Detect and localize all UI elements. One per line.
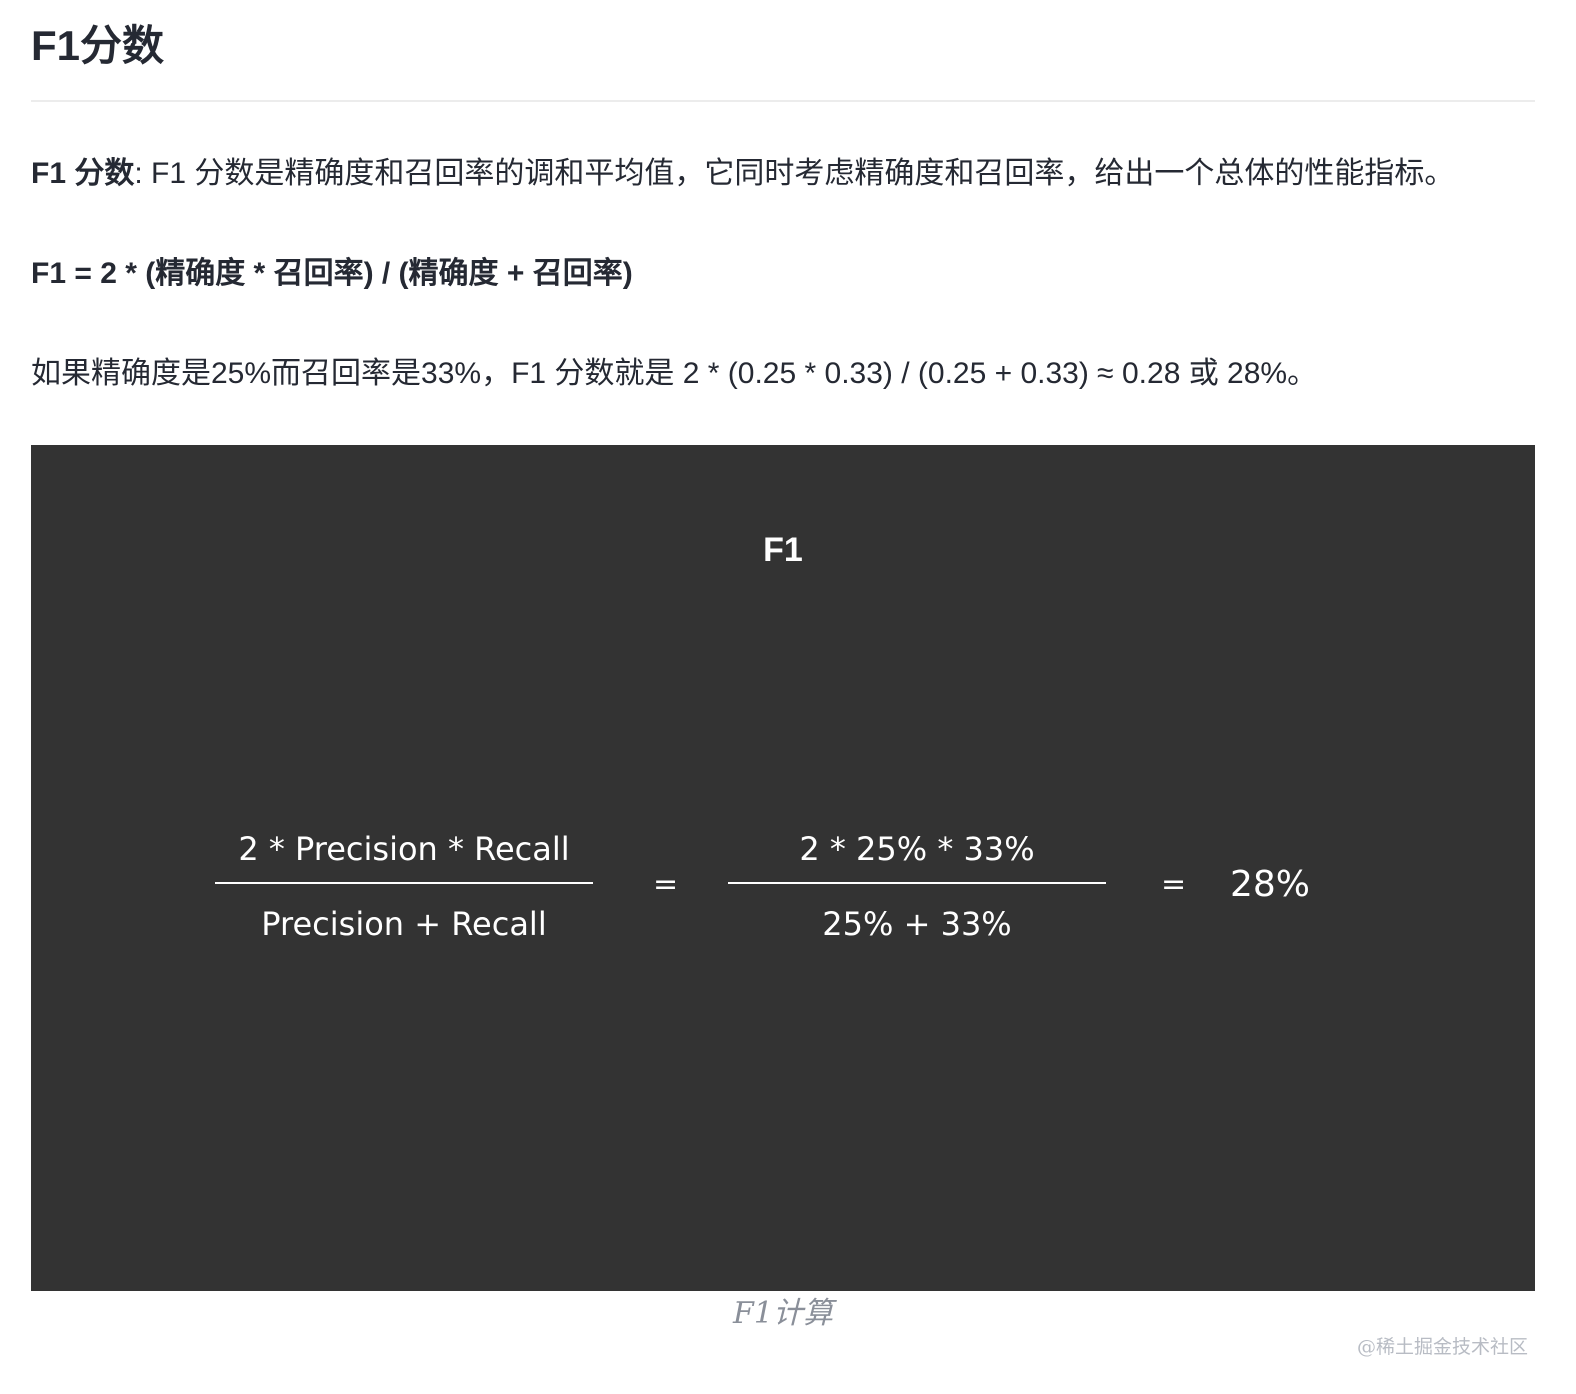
definition-text: : F1 分数是精确度和召回率的调和平均值，它同时考虑精确度和召回率，给出一个总… [134, 157, 1455, 190]
fraction2-numerator: 2 * 25% * 33% [799, 830, 1035, 868]
example-paragraph: 如果精确度是25%而召回率是33%，F1 分数就是 2 * (0.25 * 0.… [31, 357, 1318, 390]
watermark: @稀土掘金技术社区 [1356, 1336, 1528, 1358]
f1-formula-image [31, 445, 1535, 1291]
fraction1-numerator: 2 * Precision * Recall [238, 830, 570, 868]
heading-divider [31, 100, 1535, 102]
equals-sign-1: = [653, 867, 679, 902]
formula-paragraph: F1 = 2 * (精确度 * 召回率) / (精确度 + 召回率) [31, 257, 633, 290]
definition-term: F1 分数 [31, 157, 135, 190]
fraction2-denominator: 25% + 33% [822, 905, 1012, 943]
figure-caption: F1计算 [733, 1296, 833, 1331]
fraction1-denominator: Precision + Recall [261, 905, 547, 943]
section-heading: F1分数 [31, 22, 165, 69]
equals-sign-2: = [1161, 867, 1187, 902]
fraction2-bar [728, 882, 1106, 884]
definition-paragraph: F1 分数: F1 分数是精确度和召回率的调和平均值，它同时考虑精确度和召回率，… [31, 152, 1454, 196]
figure-title: F1 [763, 531, 803, 569]
fraction1-bar [215, 882, 593, 884]
result-value: 28% [1230, 864, 1311, 905]
